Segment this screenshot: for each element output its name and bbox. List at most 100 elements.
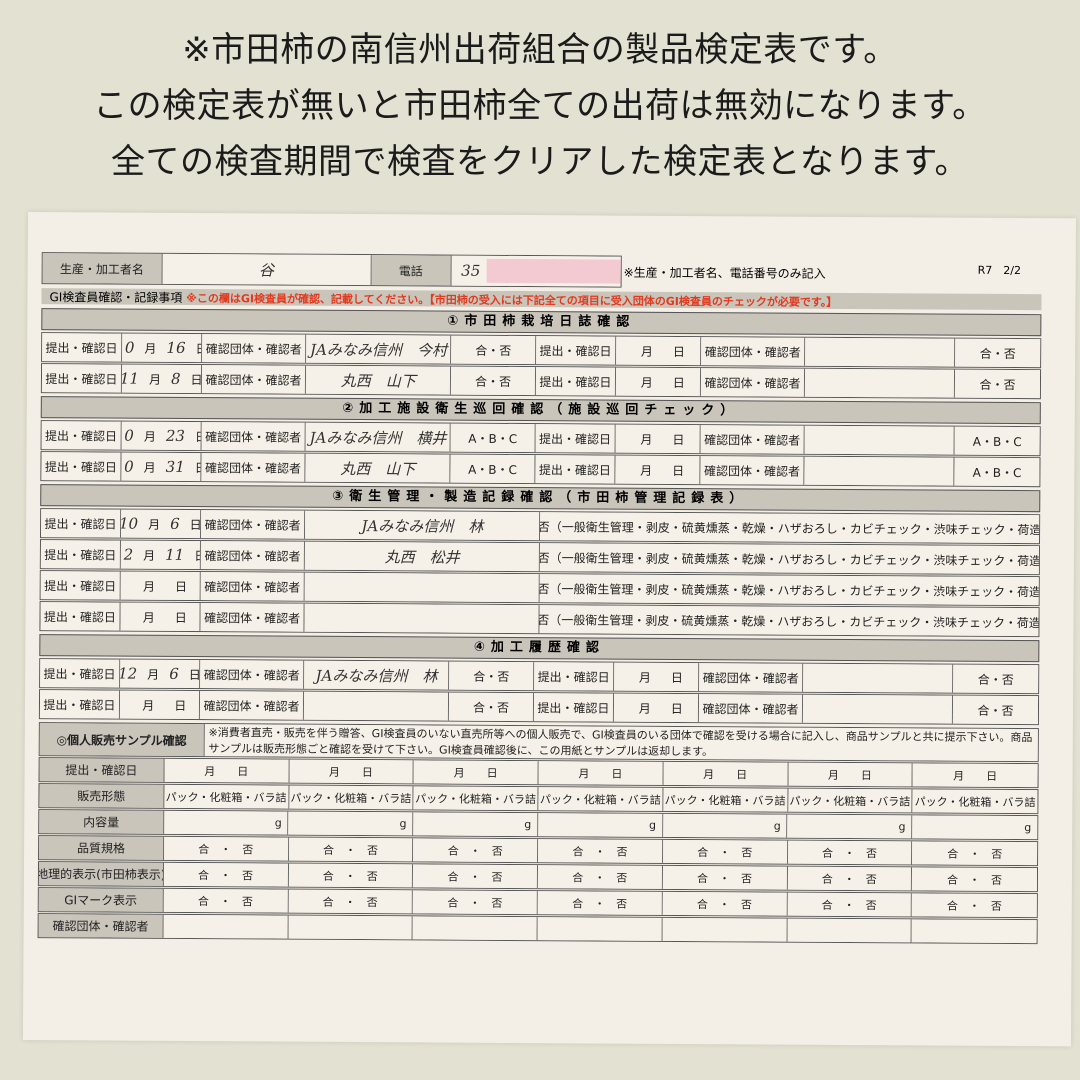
sample-cell[interactable]: パック・化粧箱・バラ詰 [663,787,788,812]
sample-cell[interactable]: 合 ・ 否 [787,840,913,865]
gi-note: ※この欄はGI検査員が確認、記載してください。【市田柿の受入には下記全ての項目に… [186,291,838,309]
result-options: A・B・C [972,465,1022,480]
sample-cell[interactable]: g [288,811,414,836]
sample-row-label: 確認団体・確認者 [38,914,164,938]
table-row: 提出・確認日 12 月 11 日確認団体・確認者 丸西 松井 適・否（一般衛生管理・剥皮・硫… [39,539,1040,576]
org-value: JAみなみ信州 今村 [306,334,452,364]
sample-cell[interactable]: パック・化粧箱・バラ詰 [538,787,664,811]
result-field: 合・否 [449,692,535,722]
day-value: 6 [170,514,180,533]
org-value [804,456,955,486]
sample-cell[interactable]: 合 ・ 否 [662,839,788,864]
date-label: 提出・確認日 [536,336,617,365]
section-title-3: ③衛生管理・製造記録確認（市田柿管理記録表） [40,484,1041,513]
sample-cell[interactable] [662,917,788,942]
date-label: 提出・確認日 [41,509,122,538]
sample-cell[interactable]: 合 ・ 否 [662,865,788,890]
sample-cell[interactable]: g [787,814,913,839]
sample-cell[interactable]: g [413,812,539,837]
table-row: 提出・確認日 10 月 6 日確認団体・確認者 JAみなみ信州 林適・否（一般衛生管理・剥… [40,508,1041,545]
org-label: 確認団体・確認者 [698,663,804,692]
result-field: 合・否 [953,695,1039,725]
result-field: 合・否 [955,338,1041,368]
result-options: 適・否（一般衛生管理・剥皮・硫黄燻蒸・乾燥・ハザおろし・カビチェック・渋味チェッ… [539,550,1039,568]
sample-cell[interactable]: 合 ・ 否 [912,867,1038,892]
sample-cell[interactable]: 月 日 [164,758,290,783]
result-field: 適・否（一般衛生管理・剥皮・硫黄燻蒸・乾燥・ハザおろし・カビチェック・渋味チェッ… [540,512,1040,544]
sample-cell[interactable]: パック・化粧箱・バラ詰 [787,788,913,813]
org-value: JAみなみ信州 林 [304,660,450,690]
sample-cell[interactable]: 合 ・ 否 [787,892,913,917]
result-options: 合・否 [979,377,1016,392]
org-label: 確認団体・確認者 [200,572,306,601]
result-options: 合・否 [475,343,512,358]
month-unit: 月 [142,610,155,625]
result-field: 合・否 [451,335,537,365]
sample-cell[interactable]: 合 ・ 否 [163,836,289,861]
result-options: 合・否 [977,703,1014,718]
day-unit: 日 [672,344,685,359]
sample-cell[interactable]: 月 日 [289,759,414,784]
day-value: 23 [165,426,186,445]
sample-cell[interactable]: 月 日 [413,760,539,785]
day-unit: 日 [670,670,683,685]
month-value: 12 [120,545,134,564]
date-label: 提出・確認日 [39,690,120,719]
date-field: 月日 [119,690,200,720]
sample-cell[interactable]: 合 ・ 否 [288,837,414,862]
sample-cell[interactable]: 合 ・ 否 [912,841,1038,866]
org-label: 確認団体・確認者 [200,541,306,570]
sample-cell[interactable]: 合 ・ 否 [538,839,663,863]
sample-cell[interactable]: 合 ・ 否 [537,865,663,889]
result-options: 適・否（一般衛生管理・剥皮・硫黄燻蒸・乾燥・ハザおろし・カビチェック・渋味チェッ… [539,581,1039,599]
sample-cell[interactable]: g [662,813,788,838]
sample-cell[interactable]: 月 日 [788,762,913,787]
org-label: 確認団体・確認者 [700,456,806,485]
sample-title: ◎個人販売サンプル確認 [39,723,205,757]
sample-cell[interactable]: パック・化粧箱・バラ詰 [164,784,290,809]
result-options: 適・否（一般衛生管理・剥皮・硫黄燻蒸・乾燥・ハザおろし・カビチェック・渋味チェッ… [540,519,1040,537]
sample-cell[interactable]: 合 ・ 否 [288,863,414,888]
sample-cell[interactable] [787,918,912,943]
sample-cell[interactable]: 合 ・ 否 [413,838,539,863]
result-field: 適・否（一般衛生管理・剥皮・硫黄燻蒸・乾燥・ハザおろし・カビチェック・渋味チェッ… [539,574,1039,606]
table-row: 提出・確認日 12 月 6 日確認団体・確認者 JAみなみ信州 林合・否 提出・確認日月日確… [39,658,1040,695]
org-label: 確認団体・確認者 [201,365,307,394]
day-unit: 日 [174,610,187,625]
date-field: 12 月 6 日 [119,659,200,689]
org-label: 確認団体・確認者 [201,422,307,451]
month-unit: 月 [143,460,156,475]
sample-cell[interactable] [163,914,289,939]
sample-cell[interactable]: 月 日 [912,763,1038,788]
sample-cell[interactable]: 合 ・ 否 [412,890,538,915]
sample-cell[interactable]: 合 ・ 否 [787,866,913,891]
sample-cell[interactable]: 合 ・ 否 [413,864,539,889]
sample-cell[interactable]: g [163,810,289,835]
caption-line-1: ※市田柿の南信州出荷組合の製品検定表です。 [182,30,898,70]
day-unit: 日 [174,698,187,713]
date-field: 月日 [120,602,201,632]
sample-cell[interactable] [537,917,663,941]
sample-cell[interactable]: パック・化粧箱・バラ詰 [288,785,414,810]
sample-cell[interactable] [288,915,413,940]
sample-cell[interactable]: 合 ・ 否 [163,888,289,913]
sample-cell[interactable]: パック・化粧箱・バラ詰 [912,789,1038,814]
inspection-form: 生産・加工者名 谷 電話 35 ※生産・加工者名、電話番号のみ記入 R7 2/2… [22,212,1076,1047]
sample-cell[interactable]: 月 日 [663,761,789,786]
date-label: 提出・確認日 [533,693,614,722]
date-field: 月日 [615,424,701,454]
section-title-4: ④加工履歴確認 [39,634,1040,663]
sample-cell[interactable]: 月 日 [538,761,664,785]
sample-cell[interactable] [911,919,1037,944]
sample-cell[interactable]: 合 ・ 否 [537,891,663,915]
month-unit: 月 [638,670,651,685]
sample-cell[interactable]: 合 ・ 否 [288,889,414,914]
sample-cell[interactable]: 合 ・ 否 [662,891,788,916]
sample-cell[interactable]: g [538,813,664,837]
sample-cell[interactable]: パック・化粧箱・バラ詰 [413,786,539,811]
month-unit: 月 [144,341,157,356]
sample-cell[interactable] [412,916,538,941]
sample-cell[interactable]: g [912,815,1038,840]
sample-cell[interactable]: 合 ・ 否 [163,862,289,887]
sample-cell[interactable]: 合 ・ 否 [911,893,1037,918]
